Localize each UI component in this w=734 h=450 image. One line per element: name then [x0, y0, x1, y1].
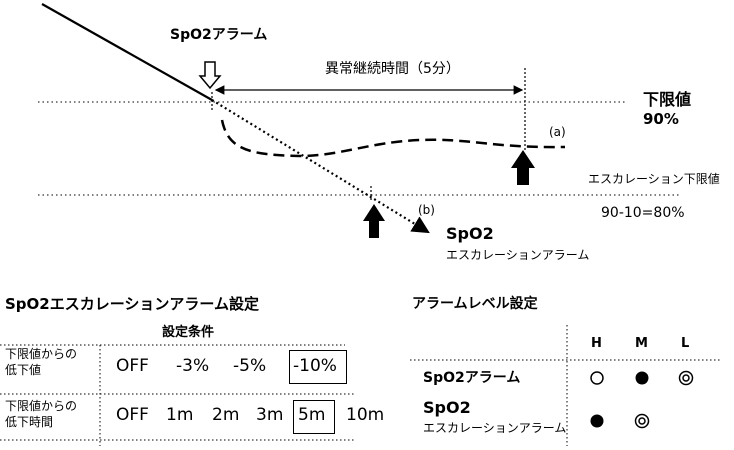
- level-row1-l-double-circle-inner: [683, 375, 689, 381]
- row1-option-5[interactable]: -5%: [233, 358, 266, 375]
- row1-label-line1: 下限値からの: [5, 348, 77, 360]
- row2-option-3m[interactable]: 3m: [256, 407, 283, 424]
- escalation-limit-title: エスカレーション下限値: [588, 173, 720, 185]
- row2-label-line1: 下限値からの: [5, 400, 77, 412]
- row2-option-5m[interactable]: 5m: [298, 407, 325, 424]
- escalation-up-arrow-a-icon: [511, 150, 535, 185]
- row2-option-1m[interactable]: 1m: [166, 407, 193, 424]
- spo2-alarm-label: SpO2アラーム: [170, 28, 267, 42]
- spo2-escalation-label: SpO2: [446, 226, 494, 242]
- settings-header: 設定条件: [162, 326, 214, 339]
- row2-option-off[interactable]: OFF: [116, 407, 149, 424]
- escalation-limit-value: 90-10=80%: [601, 206, 685, 220]
- row1-label-line2: 低下値: [5, 364, 41, 376]
- row2-option-2m[interactable]: 2m: [212, 407, 239, 424]
- level-row2-m-double-circle-inner: [639, 418, 645, 424]
- escalation-settings-title: SpO2エスカレーションアラーム設定: [5, 297, 259, 312]
- spo2-escalation-sublabel: エスカレーションアラーム: [446, 249, 589, 261]
- level-col-h: H: [591, 337, 602, 350]
- level-row1-m-filled-circle-icon: [636, 372, 649, 385]
- row1-option-off[interactable]: OFF: [116, 358, 149, 375]
- spo2-trend-line: [42, 4, 212, 100]
- alarm-level-title: アラームレベル設定: [412, 297, 538, 311]
- level-row2-label-line2: エスカレーションアラーム: [423, 422, 566, 434]
- lower-limit-title: 下限値: [643, 92, 691, 108]
- level-row2-h-filled-circle-icon: [591, 415, 604, 428]
- alarm-open-arrow-icon: [200, 62, 220, 88]
- curve-a: [222, 120, 565, 156]
- level-row1-h-open-circle-icon: [591, 372, 603, 384]
- curve-b: [212, 100, 428, 232]
- escalation-up-arrow-b-icon: [363, 204, 385, 238]
- row2-option-10m[interactable]: 10m: [346, 407, 384, 424]
- level-row2-label-line1: SpO2: [423, 400, 471, 416]
- duration-label: 異常継続時間（5分）: [325, 62, 460, 76]
- curve-b-label: (b): [418, 204, 435, 216]
- level-col-l: L: [681, 337, 689, 350]
- row1-option-10[interactable]: -10%: [293, 358, 337, 375]
- curve-a-label: (a): [549, 126, 566, 138]
- row2-label-line2: 低下時間: [5, 416, 53, 428]
- level-row1-label: SpO2アラーム: [423, 371, 520, 385]
- lower-limit-value: 90%: [643, 112, 679, 127]
- row1-option-3[interactable]: -3%: [176, 358, 209, 375]
- level-col-m: M: [635, 337, 648, 350]
